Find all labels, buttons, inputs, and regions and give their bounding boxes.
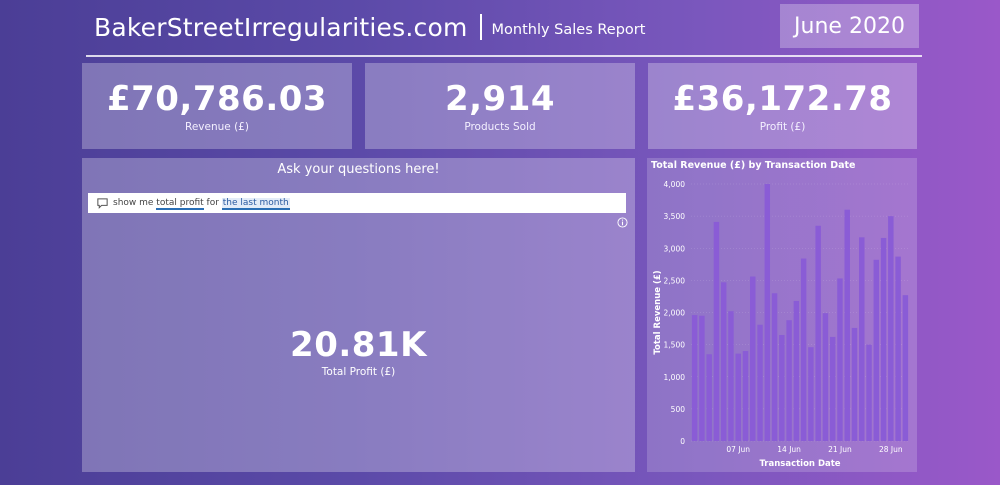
revenue-bar — [779, 334, 785, 441]
kpi-revenue-label: Revenue (£) — [185, 121, 249, 133]
report-subtitle: Monthly Sales Report — [491, 22, 646, 38]
header-divider — [86, 55, 922, 57]
y-tick-label: 4,000 — [664, 180, 686, 189]
revenue-bar — [720, 282, 727, 441]
revenue-bar — [880, 237, 887, 441]
kpi-products-card: 2,914 Products Sold — [365, 63, 635, 149]
qa-query-term-period[interactable]: the last month — [221, 198, 290, 210]
revenue-bar — [800, 258, 807, 441]
qa-visual: Ask your questions here! show me total p… — [82, 158, 635, 472]
revenue-bar — [699, 315, 705, 441]
revenue-bar — [808, 347, 814, 441]
revenue-bar — [750, 276, 756, 441]
revenue-bar — [859, 237, 865, 441]
revenue-bar — [873, 259, 880, 441]
revenue-bar — [866, 344, 872, 441]
kpi-profit-card: £36,172.78 Profit (£) — [648, 63, 917, 149]
revenue-bar — [691, 315, 698, 441]
y-tick-label: 3,500 — [664, 212, 686, 221]
revenue-bar — [837, 278, 843, 441]
x-axis-label: Transaction Date — [759, 459, 840, 469]
revenue-bar — [706, 354, 712, 441]
kpi-profit-value: £36,172.78 — [672, 79, 893, 119]
month-card: June 2020 — [780, 4, 919, 48]
revenue-bar — [895, 256, 901, 441]
y-tick-label: 0 — [680, 437, 685, 446]
y-tick-label: 1,500 — [664, 341, 686, 350]
revenue-bar — [757, 324, 763, 441]
revenue-bar — [735, 353, 741, 441]
kpi-products-value: 2,914 — [444, 79, 556, 119]
revenue-bar — [851, 327, 858, 441]
qa-result-label: Total Profit (£) — [321, 366, 396, 378]
qa-question-input[interactable]: show me total profit for the last month — [88, 193, 626, 213]
qa-query-mid: for — [203, 198, 222, 208]
revenue-bar — [815, 225, 821, 441]
revenue-bar — [829, 336, 836, 441]
revenue-bar — [793, 300, 800, 441]
revenue-chart-panel: Total Revenue (£) by Transaction Date 0 5… — [647, 158, 917, 472]
revenue-bar — [764, 184, 771, 441]
header-separator — [479, 14, 482, 40]
report-header: BakerStreetIrregularities.com Monthly Sa… — [94, 10, 645, 44]
y-tick-label: 2,000 — [664, 309, 686, 318]
qa-heading: Ask your questions here! — [277, 162, 440, 177]
y-tick-label: 2,500 — [664, 276, 686, 285]
y-tick-label: 3,000 — [664, 244, 686, 253]
qa-query-text[interactable]: show me total profit for the last month — [113, 198, 290, 210]
revenue-bar — [902, 295, 909, 441]
chat-bubble-icon — [97, 197, 108, 209]
kpi-revenue-card: £70,786.03 Revenue (£) — [82, 63, 352, 149]
kpi-revenue-value: £70,786.03 — [106, 79, 328, 119]
qa-query-prefix: show me — [113, 198, 157, 208]
x-tick-label: 28 Jun — [879, 445, 903, 454]
revenue-bar — [786, 320, 792, 441]
chart-title: Total Revenue (£) by Transaction Date — [651, 160, 856, 171]
brand-title: BakerStreetIrregularities.com — [94, 12, 468, 42]
kpi-products-label: Products Sold — [464, 121, 536, 133]
revenue-bar — [742, 351, 749, 441]
x-tick-label: 21 Jun — [828, 445, 852, 454]
y-axis-label: Total Revenue (£) — [653, 270, 663, 354]
revenue-bar — [844, 209, 850, 441]
revenue-bar — [713, 221, 720, 441]
x-tick-label: 07 Jun — [726, 445, 750, 454]
info-icon[interactable] — [617, 217, 628, 228]
revenue-bar — [728, 311, 734, 441]
revenue-bar-chart: 0 500 1,000 1,500 2,000 2,500 3,000 3,500 4,000 0… — [653, 180, 909, 469]
qa-result: 20.81K Total Profit (£) — [82, 326, 635, 378]
revenue-bar — [822, 313, 829, 441]
y-tick-label: 500 — [671, 405, 686, 414]
qa-result-value: 20.81K — [290, 325, 427, 365]
x-tick-label: 14 Jun — [777, 445, 801, 454]
qa-query-term-profit[interactable]: total profit — [156, 198, 204, 210]
revenue-bar — [888, 216, 894, 441]
kpi-profit-label: Profit (£) — [759, 121, 806, 133]
y-tick-label: 1,000 — [664, 373, 686, 382]
revenue-bar — [771, 293, 778, 441]
